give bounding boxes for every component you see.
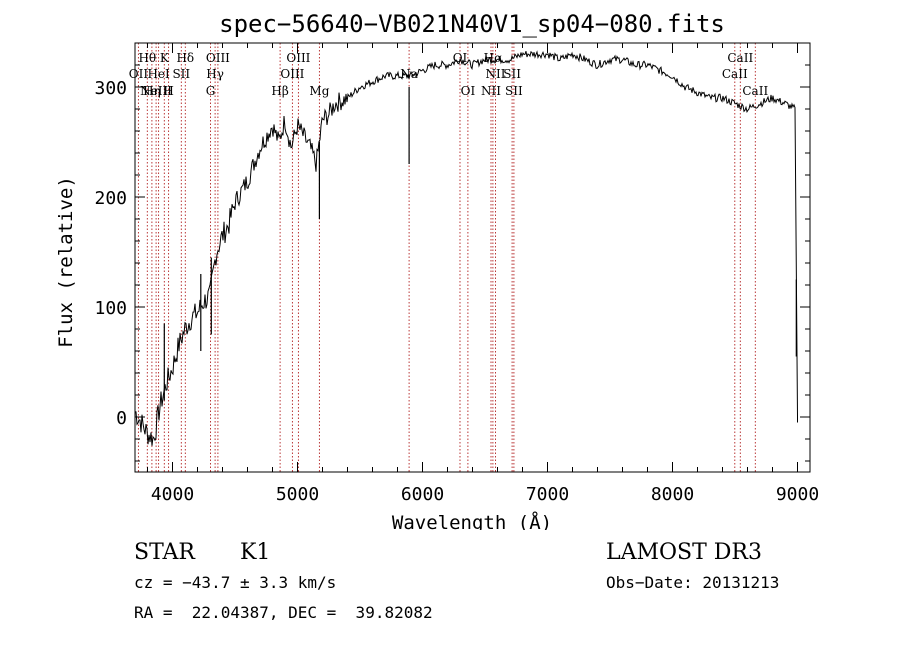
x-axis-label: Wavelength (Å): [392, 511, 552, 530]
y-tick-label: 100: [94, 298, 127, 319]
emission-line-label: Na: [400, 67, 418, 81]
emission-line-label: Hβ: [271, 84, 288, 98]
spectrum-chart: spec−56640−VB021N40V1_sp04−080.fits OIIH…: [55, 10, 819, 534]
emission-line-label: OII: [129, 67, 149, 81]
emission-line-label: OIII: [286, 51, 310, 65]
y-axis-label: Flux (relative): [55, 176, 77, 348]
emission-line-label: Hγ: [206, 67, 224, 81]
absorption-spikes: [163, 87, 797, 401]
emission-line-label: Hδ: [176, 51, 194, 65]
object-subclass: K1: [240, 540, 271, 565]
emission-line-label: NII: [481, 84, 501, 98]
y-tick-label: 0: [116, 408, 127, 429]
emission-line-label: H: [163, 84, 173, 98]
chart-title: spec−56640−VB021N40V1_sp04−080.fits: [219, 10, 725, 38]
emission-line-label: SII: [503, 67, 521, 81]
survey-name: LAMOST DR3: [606, 540, 762, 565]
emission-line-label: OIII: [206, 51, 230, 65]
emission-line-label: OI: [461, 84, 476, 98]
redshift-cz: cz = −43.7 ± 3.3 km/s: [134, 573, 337, 592]
spectrum-line: [134, 50, 798, 446]
emission-line-label: NeIII: [140, 84, 172, 98]
emission-line-label: HeI: [147, 67, 170, 81]
x-tick-label: 4000: [151, 484, 194, 505]
emission-line-label: G: [206, 84, 216, 98]
y-axis-ticks: 0 100 200 300: [94, 64, 810, 462]
emission-line-label: NII: [486, 67, 506, 81]
emission-line-label: Hθ: [138, 51, 156, 65]
x-tick-label: 6000: [401, 484, 444, 505]
emission-line-label: CaII: [722, 67, 748, 81]
y-tick-label: 200: [94, 188, 127, 209]
emission-line-label: SII: [172, 67, 190, 81]
y-tick-label: 300: [94, 78, 127, 99]
x-tick-label: 9000: [776, 484, 819, 505]
observation-date: Obs−Date: 20131213: [606, 573, 780, 592]
emission-line-label: SII: [505, 84, 523, 98]
emission-line-label: Hη: [143, 84, 161, 98]
object-class: STAR: [134, 540, 195, 565]
x-tick-label: 7000: [526, 484, 569, 505]
emission-line-label: K: [160, 51, 170, 65]
x-axis-ticks: 4000 5000 6000 7000 8000 9000: [147, 43, 819, 505]
x-tick-label: 5000: [276, 484, 319, 505]
emission-line-markers: [137, 43, 756, 472]
plot-frame: [134, 42, 811, 473]
emission-line-label: CaII: [742, 84, 768, 98]
emission-line-label: CaII: [727, 51, 753, 65]
emission-line-label: Mg: [309, 84, 329, 98]
sky-coordinates: RA = 22.04387, DEC = 39.82082: [134, 603, 433, 622]
emission-line-label: OIII: [280, 67, 304, 81]
x-tick-label: 8000: [651, 484, 694, 505]
